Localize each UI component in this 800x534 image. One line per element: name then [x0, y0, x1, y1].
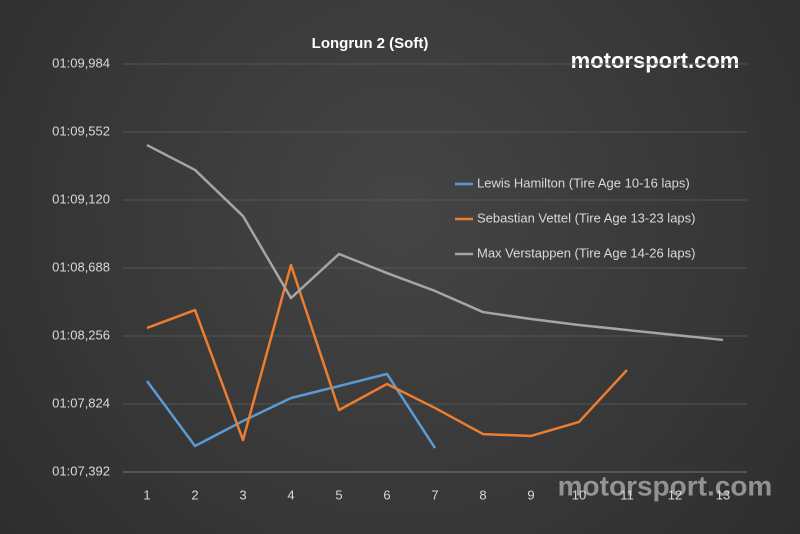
x-tick-label: 7 [431, 487, 438, 502]
watermark: motorsport.com [558, 470, 773, 501]
x-tick-label: 4 [287, 487, 294, 502]
y-tick-label: 01:08,688 [52, 259, 110, 274]
y-tick-label: 01:07,392 [52, 463, 110, 478]
y-tick-label: 01:09,984 [52, 55, 110, 70]
y-tick-label: 01:08,256 [52, 327, 110, 342]
x-tick-label: 6 [383, 487, 390, 502]
legend-label: Lewis Hamilton (Tire Age 10-16 laps) [477, 175, 690, 190]
x-tick-label: 10 [572, 487, 586, 502]
x-tick-label: 2 [191, 487, 198, 502]
y-tick-label: 01:09,120 [52, 191, 110, 206]
x-tick-label: 1 [143, 487, 150, 502]
x-tick-label: 3 [239, 487, 246, 502]
legend-label: Sebastian Vettel (Tire Age 13-23 laps) [477, 210, 695, 225]
series-line [146, 143, 724, 342]
legend-label: Max Verstappen (Tire Age 14-26 laps) [477, 245, 695, 260]
x-tick-label: 12 [668, 487, 682, 502]
series-line [145, 372, 437, 449]
x-tick-label: 13 [716, 487, 730, 502]
watermark: motorsport.com [571, 48, 740, 73]
x-tick-label: 9 [527, 487, 534, 502]
chart-title: Longrun 2 (Soft) [312, 35, 429, 52]
x-tick-label: 8 [479, 487, 486, 502]
x-tick-label: 11 [620, 487, 634, 502]
y-tick-label: 01:07,824 [52, 395, 110, 410]
series-line [146, 263, 628, 442]
y-tick-label: 01:09,552 [52, 123, 110, 138]
x-tick-label: 5 [335, 487, 342, 502]
